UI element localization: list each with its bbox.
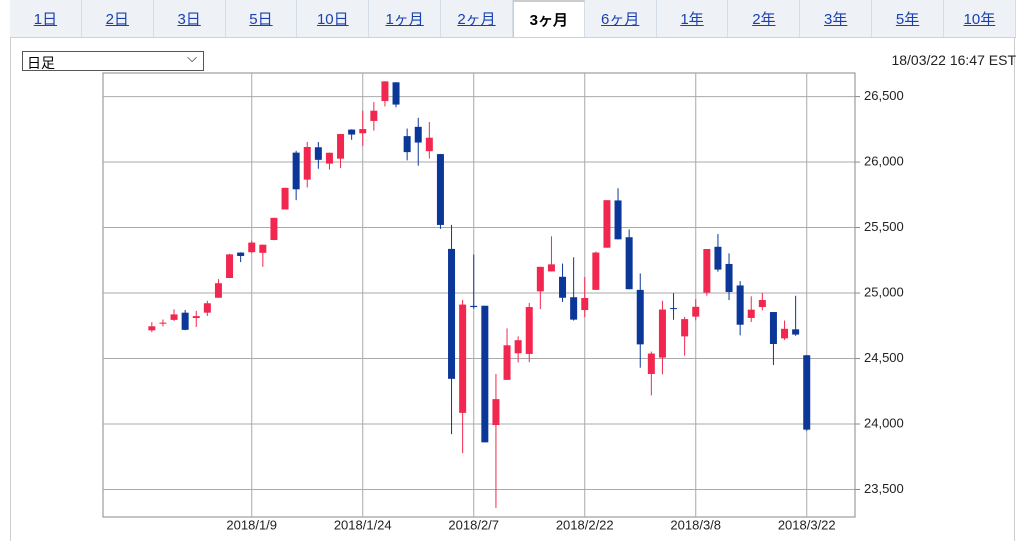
candle-body [492, 399, 500, 426]
candle-body [159, 322, 167, 324]
candle-body [769, 312, 777, 344]
period-tab[interactable]: 1年 [657, 0, 729, 37]
candle-body [226, 254, 234, 278]
candle-body [803, 355, 811, 430]
candle-body [681, 319, 689, 337]
y-tick-label: 24,000 [864, 415, 904, 430]
candle-body [658, 309, 666, 358]
candle-body [592, 252, 600, 290]
candle-body [381, 81, 389, 102]
candle-body [525, 307, 533, 354]
candle-body [425, 137, 433, 152]
x-tick-label: 2018/1/24 [334, 517, 392, 532]
candle-body [281, 187, 289, 210]
y-tick-label: 25,000 [864, 284, 904, 299]
candle-body [325, 152, 333, 164]
plot-frame [102, 72, 856, 518]
period-tab[interactable]: 1ヶ月 [369, 0, 442, 37]
candle-body [692, 306, 700, 317]
y-tick-label: 26,000 [864, 153, 904, 168]
candle-body [581, 298, 589, 311]
period-tab[interactable]: 6ヶ月 [585, 0, 657, 37]
candle-body [547, 264, 555, 272]
candle-body [203, 303, 211, 313]
candle-body [670, 308, 678, 310]
candle-body [625, 237, 633, 290]
y-tick-label: 23,500 [864, 481, 904, 496]
candle-body [292, 152, 300, 190]
period-tab[interactable]: 2年 [728, 0, 801, 37]
candle-body [192, 316, 200, 319]
period-tab[interactable]: 2ヶ月 [441, 0, 513, 37]
candle-body [714, 246, 722, 270]
x-tick-label: 2018/2/22 [556, 517, 614, 532]
period-tab[interactable]: 10日 [297, 0, 370, 37]
period-tab[interactable]: 10年 [944, 0, 1016, 37]
candle-body [392, 82, 400, 105]
candle-body [792, 329, 800, 335]
candle-body [248, 242, 256, 253]
x-tick-label: 2018/1/9 [226, 517, 277, 532]
candle-body [614, 200, 622, 240]
candle-body [303, 147, 311, 180]
chart-frame [10, 38, 1015, 541]
candle-body [703, 249, 711, 293]
candle-body [337, 134, 345, 159]
candle-body [348, 129, 356, 135]
candle-body [647, 353, 655, 374]
period-tab[interactable]: 3ヶ月 [512, 0, 585, 37]
candle-body [481, 305, 489, 443]
candle-body [470, 305, 478, 308]
period-tab[interactable]: 5年 [872, 0, 944, 37]
candle-body [503, 345, 511, 380]
candle-body [536, 266, 544, 292]
y-tick-label: 25,500 [864, 219, 904, 234]
candle-body [181, 312, 189, 330]
candle-body [270, 217, 278, 240]
interval-select[interactable]: 日足 [22, 50, 204, 71]
candle-body [570, 297, 578, 320]
candle-body [747, 309, 755, 318]
candle-body [636, 289, 644, 345]
period-tab[interactable]: 5日 [226, 0, 298, 37]
candle-body [170, 314, 178, 320]
candle-body [414, 126, 422, 143]
x-tick-label: 2018/3/22 [778, 517, 836, 532]
candle-body [514, 340, 522, 354]
y-tick-label: 26,500 [864, 88, 904, 103]
candle-body [758, 299, 766, 308]
timestamp: 18/03/22 16:47 EST [891, 52, 1016, 68]
candle-body [459, 304, 467, 413]
candle-body [725, 263, 733, 292]
candle-body [237, 252, 245, 256]
candle-body [214, 283, 222, 298]
x-tick-label: 2018/3/8 [670, 517, 721, 532]
period-tab[interactable]: 2日 [82, 0, 154, 37]
candle-body [559, 276, 567, 298]
candle-body [359, 129, 367, 134]
candle-body [603, 200, 611, 248]
candle-body [403, 136, 411, 153]
candle-body [448, 248, 456, 379]
period-tab[interactable]: 1日 [10, 0, 82, 37]
candle-body [148, 326, 156, 331]
candle-body [259, 244, 267, 253]
candle-body [436, 154, 444, 225]
x-tick-label: 2018/2/7 [448, 517, 499, 532]
y-tick-label: 24,500 [864, 350, 904, 365]
candle-body [736, 285, 744, 325]
period-tab[interactable]: 3日 [154, 0, 226, 37]
period-tab[interactable]: 3年 [800, 0, 873, 37]
candle-body [370, 110, 378, 121]
candle-body [314, 147, 322, 160]
period-tabs: 1日 2日 3日 5日 10日 1ヶ月 2ヶ月 3ヶ月 6ヶ月 1年 2年 3年 5年 10年 [10, 0, 1016, 38]
candle-body [781, 328, 789, 339]
